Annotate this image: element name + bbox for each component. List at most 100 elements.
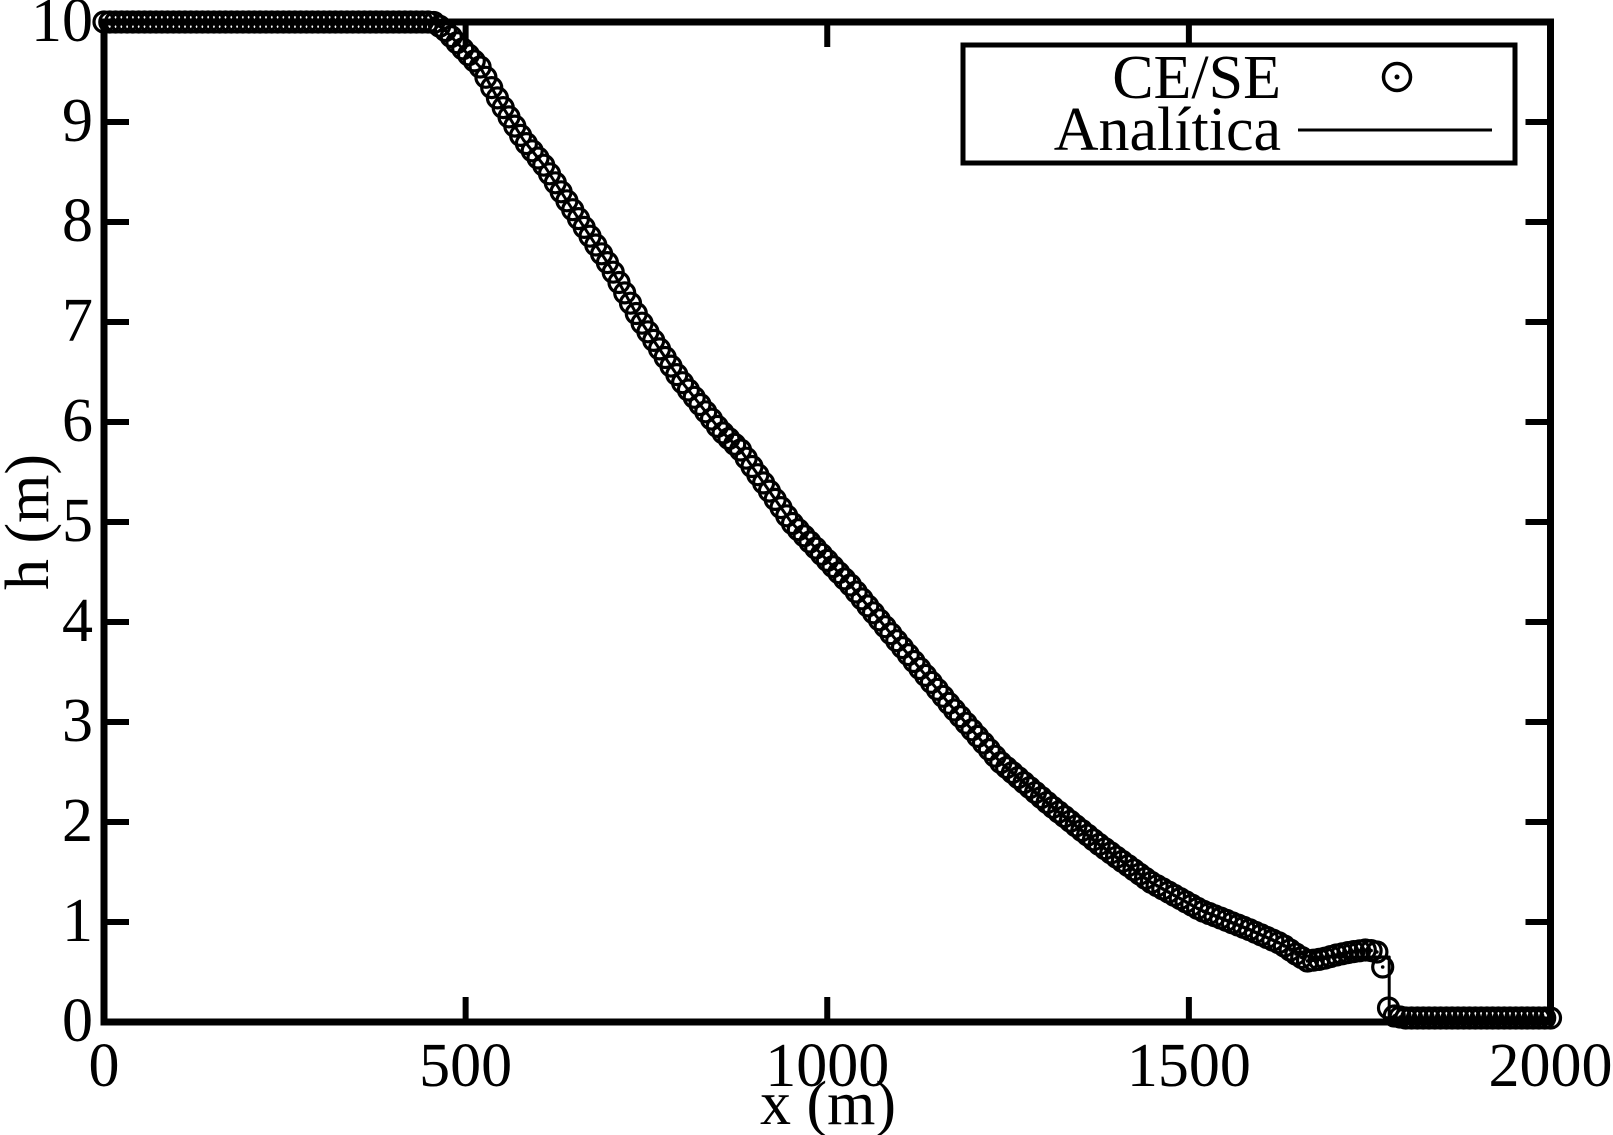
cese-marker <box>792 524 816 548</box>
cese-marker <box>856 594 880 618</box>
cese-marker <box>937 691 961 715</box>
cese-marker <box>462 49 486 73</box>
y-tick-label: 1 <box>62 887 93 955</box>
cese-marker <box>514 132 539 156</box>
cese-marker-dot <box>1161 887 1165 891</box>
x-tick-label: 2000 <box>1489 1032 1613 1100</box>
cese-marker <box>1365 940 1389 964</box>
cese-marker <box>809 542 834 566</box>
cese-marker-dot <box>1271 938 1275 942</box>
cese-marker <box>705 414 729 438</box>
cese-marker-dot <box>1166 890 1171 894</box>
legend-box <box>960 42 1518 166</box>
cese-marker-dot <box>1184 900 1188 904</box>
cese-marker <box>931 684 955 708</box>
cese-marker <box>844 580 868 604</box>
cese-marker-dot <box>1380 965 1385 969</box>
cese-marker <box>971 731 996 755</box>
cese-marker <box>890 635 915 660</box>
y-tick-label: 2 <box>62 787 93 855</box>
cese-marker <box>832 567 857 591</box>
legend-cese-marker-dot-icon <box>1394 74 1400 80</box>
cese-marker <box>960 718 984 742</box>
cese-marker-dot <box>432 20 436 25</box>
plot-content: 0 500 1000 1500 2000 0 1 2 3 4 5 6 7 8 9 10 <box>31 0 1613 1100</box>
cese-marker <box>433 18 457 43</box>
cese-marker <box>1371 955 1395 979</box>
cese-marker <box>885 629 909 653</box>
y-tick-label: 3 <box>62 687 93 755</box>
cese-marker <box>804 536 828 560</box>
y-tick-label: 4 <box>62 587 93 655</box>
cese-marker-dot <box>1548 1016 1553 1020</box>
cese-marker-dot <box>1155 883 1159 888</box>
cese-marker <box>977 737 1001 762</box>
legend-label-cese: CE/SE <box>1112 44 1281 112</box>
cese-marker-dot <box>1542 1016 1547 1020</box>
cese-marker <box>682 385 706 409</box>
y-tick-label: 9 <box>62 87 93 155</box>
cese-marker-dot <box>1178 896 1182 901</box>
cese-marker <box>1133 866 1158 890</box>
cese-marker <box>520 139 544 163</box>
cese-marker <box>919 670 944 695</box>
cese-marker <box>966 724 990 749</box>
cese-marker <box>867 608 891 632</box>
cese-marker <box>780 511 805 536</box>
cese-marker <box>913 663 938 688</box>
cese-marker <box>786 518 810 542</box>
y-tick-label: 7 <box>62 287 93 355</box>
cese-marker <box>1538 1006 1563 1030</box>
cese-marker <box>456 43 481 67</box>
cese-marker <box>451 37 475 61</box>
y-axis-title: h (m) <box>0 454 62 590</box>
cese-marker <box>908 656 932 681</box>
cese-marker <box>723 432 747 456</box>
cese-marker <box>821 554 845 579</box>
cese-marker <box>439 24 463 49</box>
analitica-line <box>104 20 1551 1020</box>
cese-marker-dot <box>1288 948 1292 952</box>
cese-marker-dot <box>1143 876 1148 881</box>
cese-marker <box>896 642 920 667</box>
legend-cese-marker-icon <box>1381 61 1413 93</box>
y-tick-label: 6 <box>62 387 93 455</box>
legend-label-analitica: Analítica <box>1054 96 1281 164</box>
cese-marker-dot <box>1369 948 1373 953</box>
cese-marker-dot <box>1172 893 1177 898</box>
cese-marker <box>873 615 897 639</box>
cese-marker <box>948 704 972 729</box>
x-tick-label: 500 <box>419 1032 512 1100</box>
cese-marker-dot <box>1375 950 1379 954</box>
cese-marker-dot <box>1276 940 1281 945</box>
cese-marker <box>1278 938 1302 962</box>
cese-marker-dot <box>1282 944 1287 948</box>
y-tick-label: 8 <box>62 187 93 255</box>
cese-marker <box>445 31 469 55</box>
cese-marker-dot <box>1190 903 1194 907</box>
plot-frame <box>100 18 1554 1026</box>
x-tick-label: 0 <box>89 1032 120 1100</box>
cese-marker <box>902 649 926 674</box>
cese-marker <box>925 677 949 701</box>
cese-marker <box>815 548 839 573</box>
cese-marker <box>526 146 550 170</box>
cese-marker <box>954 711 978 735</box>
x-tick-label: 1000 <box>765 1032 889 1100</box>
cese-marker <box>850 587 874 611</box>
legend: CE/SE Analítica <box>960 42 1518 166</box>
cese-marker-dot <box>1149 880 1154 885</box>
y-tick-label: 0 <box>62 987 93 1055</box>
cese-marker-dot <box>1294 952 1298 956</box>
x-tick-label: 1500 <box>1127 1032 1251 1100</box>
y-tick-label: 10 <box>31 0 93 55</box>
cese-marker <box>1272 934 1296 958</box>
x-axis-title: x (m) <box>760 1070 896 1135</box>
cese-marker <box>879 622 903 646</box>
cese-marker <box>838 573 863 597</box>
cese-marker-dot <box>1109 851 1113 855</box>
cese-marker <box>827 561 851 585</box>
y-tick-label: 5 <box>62 487 93 555</box>
